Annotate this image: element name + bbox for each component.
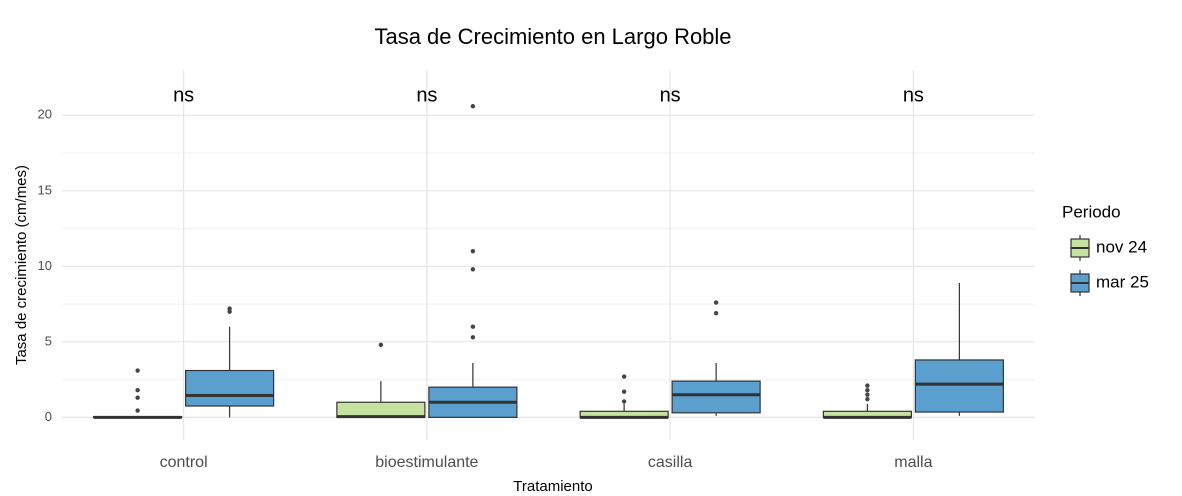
legend-label: mar 25 [1096,272,1149,291]
annotation: ns [903,84,924,106]
outlier [378,342,384,348]
outlier [470,249,476,254]
box [914,359,1004,413]
outlier [470,267,476,272]
outlier [470,335,476,340]
annotation: ns [660,84,681,106]
outlier [865,397,870,402]
outlier [470,104,476,109]
box [185,369,275,407]
annotation: ns [416,84,437,106]
x-tick-label: control [160,454,208,471]
y-tick-label: 5 [45,333,52,348]
y-tick-label: 15 [38,182,52,197]
outlier [135,395,140,400]
outlier [621,399,627,404]
outlier [865,392,870,397]
y-axis-label: Tasa de crecimiento (cm/mes) [13,165,30,365]
outlier [865,383,870,388]
x-tick-label: malla [894,454,932,471]
outlier [713,310,719,316]
annotation: ns [173,84,194,106]
outlier [621,389,627,394]
outlier [135,368,140,373]
outlier [135,387,140,393]
x-axis-label: Tratamiento [513,478,592,495]
outlier [621,374,627,379]
x-tick-label: casilla [648,454,693,471]
outlier [865,387,870,393]
legend-label: nov 24 [1096,237,1147,256]
outlier [227,306,232,311]
outlier [227,309,232,314]
y-tick-label: 20 [38,107,52,122]
y-tick-label: 0 [45,409,52,424]
outlier [135,408,140,413]
legend-title: Periodo [1062,202,1121,221]
outlier [713,300,719,305]
outlier [470,324,476,329]
box [671,380,761,414]
x-tick-label: bioestimulante [375,454,478,471]
y-tick-label: 10 [38,258,52,273]
box [336,401,426,418]
chart-title: Tasa de Crecimiento en Largo Roble [374,24,731,49]
